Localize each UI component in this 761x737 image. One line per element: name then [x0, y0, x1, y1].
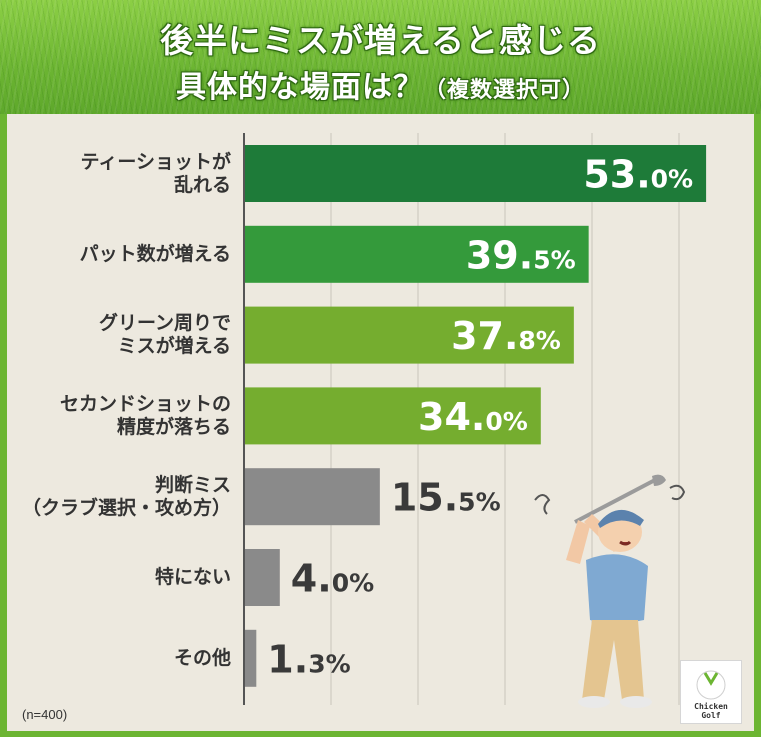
golfer-shirt [586, 554, 648, 623]
category-label: 判断ミス （クラブ選択・攻め方） [11, 474, 231, 520]
category-label: セカンドショットの 精度が落ちる [11, 393, 231, 439]
bar [245, 387, 541, 445]
category-label: その他 [11, 647, 231, 670]
chart-title-line1: 後半にミスが増えると感じる [159, 21, 601, 60]
category-label-line: （クラブ選択・攻め方） [21, 496, 231, 519]
category-label: 特にない [11, 566, 231, 589]
bar [245, 549, 280, 606]
chicken-golf-logo-graphic: Chicken Golf [694, 670, 728, 720]
chicken-golf-logo: Chicken Golf [680, 660, 742, 724]
category-label: パット数が増える [11, 243, 231, 266]
category-label: ティーショットが 乱れる [11, 151, 231, 197]
category-label-line: 精度が落ちる [116, 415, 231, 438]
value-label: 15.5% [391, 476, 501, 520]
logo-text-line1: Chicken [694, 701, 728, 711]
golfer-cap [598, 509, 644, 528]
logo-text-line2: Golf [701, 711, 720, 720]
value-label: 39.5% [466, 233, 576, 277]
category-label-line: 判断ミス [154, 473, 231, 496]
value-label: 53.0% [583, 153, 693, 197]
chart-title-line2: 具体的な場面は？（複数選択可） [0, 62, 761, 106]
category-label-line: ティーショットが [80, 150, 231, 173]
value-label: 1.3% [267, 637, 350, 681]
category-label-line: パット数が増える [79, 242, 231, 265]
stress-mark-left [534, 494, 551, 515]
golfer-shoe-right [620, 696, 652, 708]
bar [245, 306, 574, 364]
value-label: 37.8% [451, 314, 561, 358]
category-label-line: グリーン周りで [98, 312, 231, 335]
golfer-pants [582, 620, 644, 700]
golfer-mouth [619, 540, 632, 546]
chart-title-suffix: （複数選択可） [423, 78, 585, 103]
category-label-line: セカンドショットの [59, 392, 231, 415]
grass-border-bottom [0, 731, 761, 737]
golfer-shoe-left [578, 696, 610, 708]
category-label-line: その他 [173, 646, 231, 669]
sample-size-note: (n=400) [22, 707, 68, 722]
bar [245, 468, 380, 526]
golfer-illustration [534, 474, 686, 708]
category-label-line: 特にない [154, 566, 231, 588]
value-label: 4.0% [291, 557, 374, 601]
bar [245, 629, 257, 687]
category-label: グリーン周りで ミスが増える [11, 312, 231, 358]
bar [245, 145, 707, 202]
bar [245, 225, 589, 283]
value-label: 34.0% [418, 395, 528, 439]
category-label-line: 乱れる [173, 173, 231, 196]
grass-header: 後半にミスが増えると感じる 具体的な場面は？（複数選択可） [0, 0, 761, 114]
stress-mark-right [669, 484, 686, 501]
grass-border-right [754, 114, 761, 737]
golfer-arm-left [566, 520, 590, 564]
chart-title-main: 具体的な場面は？ [175, 70, 424, 105]
golf-club-shaft [574, 478, 656, 524]
category-label-line: ミスが増える [117, 335, 231, 358]
grass-border-left [0, 114, 7, 737]
golf-club-head [652, 474, 666, 486]
